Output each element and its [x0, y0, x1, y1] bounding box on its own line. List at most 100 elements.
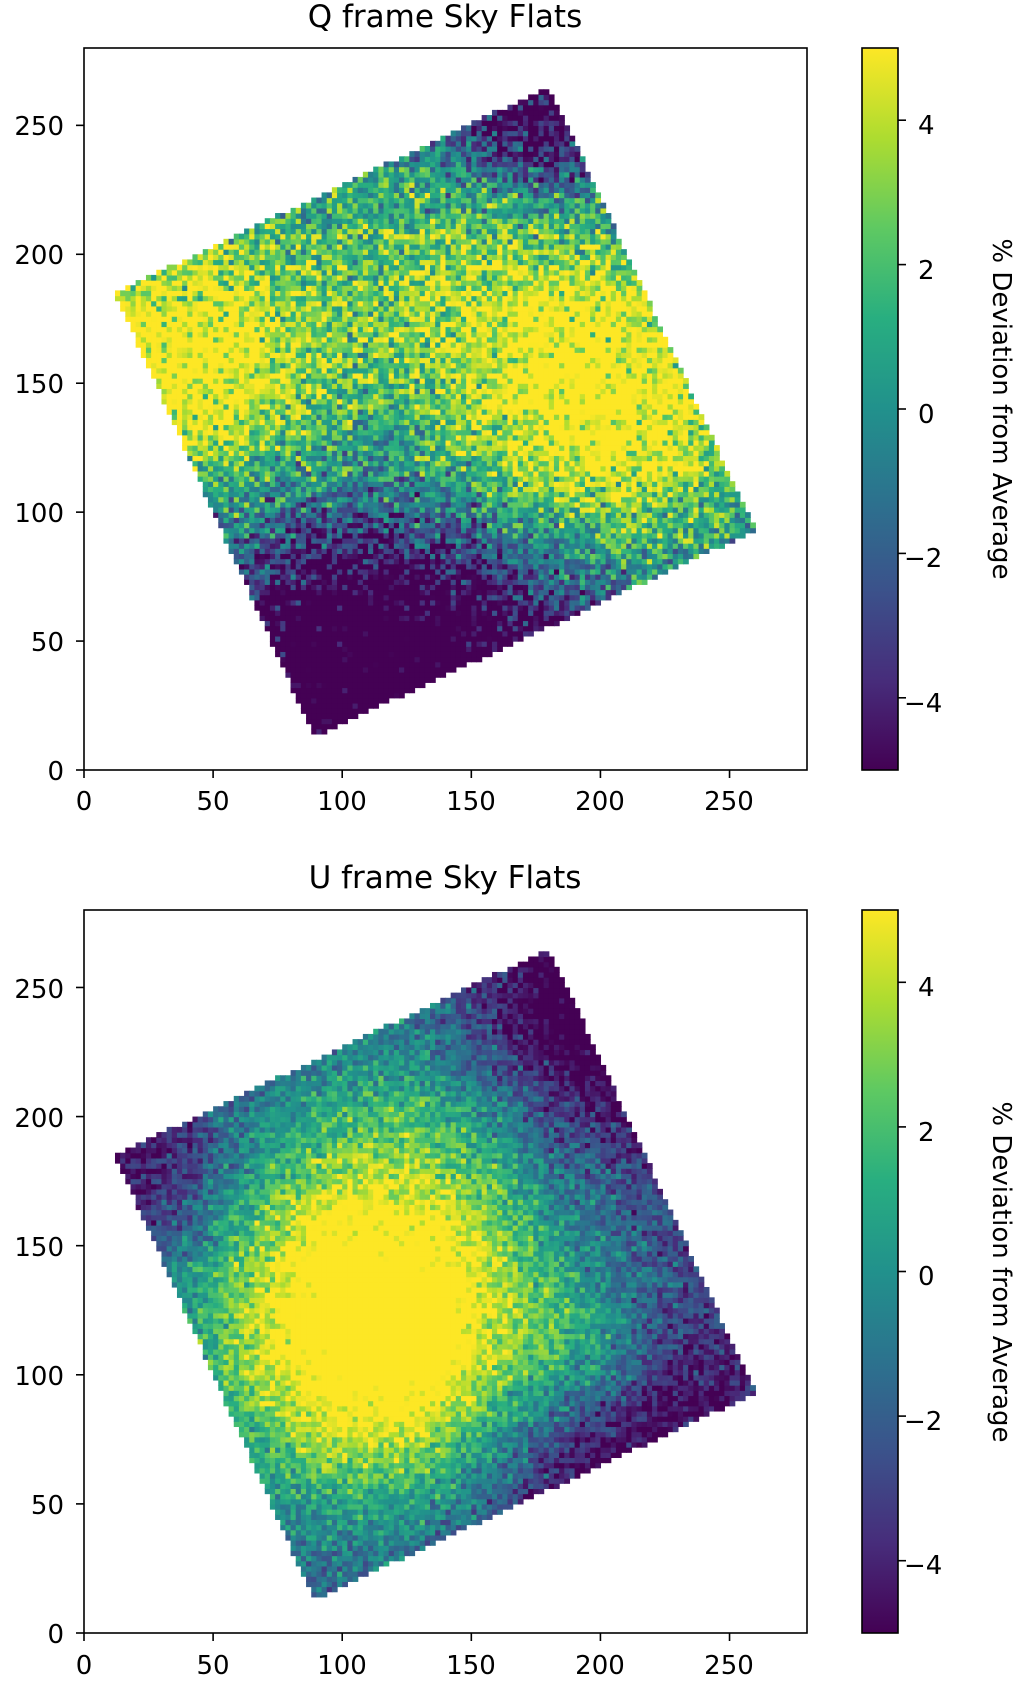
heatmap-cell — [197, 378, 204, 384]
heatmap-cell — [368, 692, 374, 699]
heatmap-cell — [321, 326, 328, 333]
heatmap-cell — [347, 367, 354, 374]
heatmap-cell — [337, 558, 343, 565]
heatmap-cell — [238, 512, 245, 518]
heatmap-cell — [275, 383, 281, 389]
heatmap-cell — [368, 543, 374, 549]
heatmap-cell — [383, 476, 390, 482]
heatmap-cell — [352, 419, 359, 426]
heatmap-cell — [259, 264, 266, 271]
heatmap-cell — [176, 403, 183, 410]
heatmap-cell — [321, 641, 328, 647]
heatmap-cell — [455, 579, 462, 585]
heatmap-cell — [455, 553, 462, 560]
heatmap-cell — [430, 450, 436, 457]
heatmap-cell — [120, 295, 126, 302]
heatmap-cell — [455, 367, 462, 374]
heatmap-cell — [435, 316, 441, 322]
heatmap-cell — [347, 532, 354, 539]
heatmap-cell — [244, 506, 250, 513]
heatmap-cell — [357, 625, 364, 632]
heatmap-cell — [269, 311, 276, 317]
heatmap-cell — [161, 347, 168, 353]
heatmap-cell — [249, 414, 256, 420]
heatmap-cell — [393, 393, 400, 400]
heatmap-cell — [424, 274, 431, 281]
heatmap-cell — [290, 656, 297, 663]
heatmap-cell — [455, 506, 462, 513]
heatmap-cell — [419, 604, 426, 611]
heatmap-cell — [171, 388, 178, 395]
heatmap-cell — [290, 563, 297, 570]
heatmap-cell — [378, 445, 385, 451]
heatmap-cell — [223, 280, 230, 286]
heatmap-cell — [388, 192, 395, 199]
heatmap-cell — [306, 666, 312, 673]
heatmap-cell — [419, 145, 426, 152]
heatmap-cell — [166, 290, 173, 297]
heatmap-cell — [166, 398, 173, 405]
heatmap-cell — [233, 450, 240, 457]
heatmap-cell — [430, 352, 436, 359]
heatmap-cell — [435, 249, 441, 255]
heatmap-cell — [342, 476, 348, 482]
heatmap-cell — [435, 512, 441, 518]
heatmap-cell — [388, 656, 395, 663]
heatmap-cell — [269, 274, 276, 281]
heatmap-cell — [290, 677, 297, 683]
heatmap-cell — [316, 357, 323, 364]
heatmap-cell — [295, 512, 302, 518]
heatmap-cell — [383, 424, 390, 431]
heatmap-cell — [295, 666, 302, 673]
heatmap-cell — [347, 347, 354, 353]
heatmap-cell — [187, 450, 194, 457]
heatmap-cell — [435, 228, 441, 235]
heatmap-cell — [213, 362, 219, 369]
heatmap-cell — [269, 470, 276, 477]
heatmap-cell — [399, 599, 405, 606]
heatmap-cell — [404, 548, 410, 554]
heatmap-cell — [440, 192, 447, 199]
heatmap-cell — [419, 264, 426, 271]
heatmap-cell — [368, 589, 374, 596]
heatmap-cell — [280, 269, 286, 276]
heatmap-cell — [300, 450, 307, 457]
heatmap-cell — [311, 300, 317, 307]
heatmap-cell — [311, 501, 317, 508]
heatmap-cell — [331, 290, 338, 297]
heatmap-cell — [192, 367, 199, 374]
heatmap-cell — [192, 383, 199, 389]
heatmap-cell — [383, 470, 390, 477]
heatmap-cell — [430, 506, 436, 513]
heatmap-cell — [228, 398, 235, 405]
heatmap-cell — [295, 300, 302, 307]
heatmap-cell — [460, 620, 467, 627]
heatmap-cell — [455, 372, 462, 379]
heatmap-cell — [295, 207, 302, 214]
heatmap-cell — [378, 501, 385, 508]
heatmap-cell — [300, 455, 307, 462]
heatmap-cell — [316, 563, 323, 570]
heatmap-cell — [342, 558, 348, 565]
heatmap-cell — [295, 269, 302, 276]
heatmap-cell — [378, 527, 385, 534]
heatmap-cell — [430, 280, 436, 286]
heatmap-cell — [455, 625, 462, 632]
heatmap-cell — [295, 604, 302, 611]
heatmap-cell — [430, 414, 436, 420]
heatmap-cell — [440, 311, 447, 317]
heatmap-cell — [337, 574, 343, 580]
heatmap-cell — [435, 445, 441, 451]
heatmap-cell — [404, 537, 410, 544]
heatmap-cell — [399, 692, 405, 699]
heatmap-cell — [430, 326, 436, 333]
heatmap-cell — [197, 403, 204, 410]
heatmap-cell — [145, 285, 152, 291]
heatmap-cell — [223, 305, 230, 312]
heatmap-cell — [393, 584, 400, 591]
heatmap-cell — [223, 414, 230, 420]
heatmap-cell — [368, 625, 374, 632]
heatmap-cell — [228, 501, 235, 508]
heatmap-cell — [321, 486, 328, 493]
heatmap-cell — [275, 470, 281, 477]
